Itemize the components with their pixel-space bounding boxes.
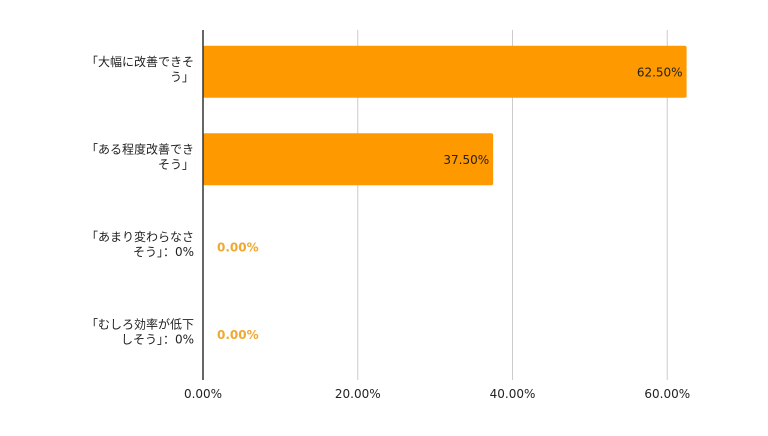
x-tick-label: 0.00%: [184, 387, 222, 401]
data-label: 62.50%: [637, 65, 683, 79]
x-tick-label: 20.00%: [335, 387, 381, 401]
bar: [203, 133, 494, 186]
category-label: そう」：0%: [133, 245, 194, 259]
category-label: 「大幅に改善できそ: [86, 54, 194, 69]
data-label: 0.00%: [217, 240, 259, 254]
category-label: う」: [170, 70, 194, 84]
category-label: しそう」：0%: [121, 332, 194, 346]
category-label: そう」: [158, 157, 194, 171]
x-tick-label: 60.00%: [644, 387, 690, 401]
category-label: 「むしろ効率が低下: [86, 316, 194, 331]
category-label: 「あまり変わらなさ: [86, 229, 194, 244]
x-tick-label: 40.00%: [490, 387, 536, 401]
data-label: 0.00%: [217, 328, 259, 342]
bar: [203, 45, 687, 98]
category-label: 「ある程度改善でき: [86, 141, 194, 156]
data-label: 37.50%: [443, 153, 489, 167]
